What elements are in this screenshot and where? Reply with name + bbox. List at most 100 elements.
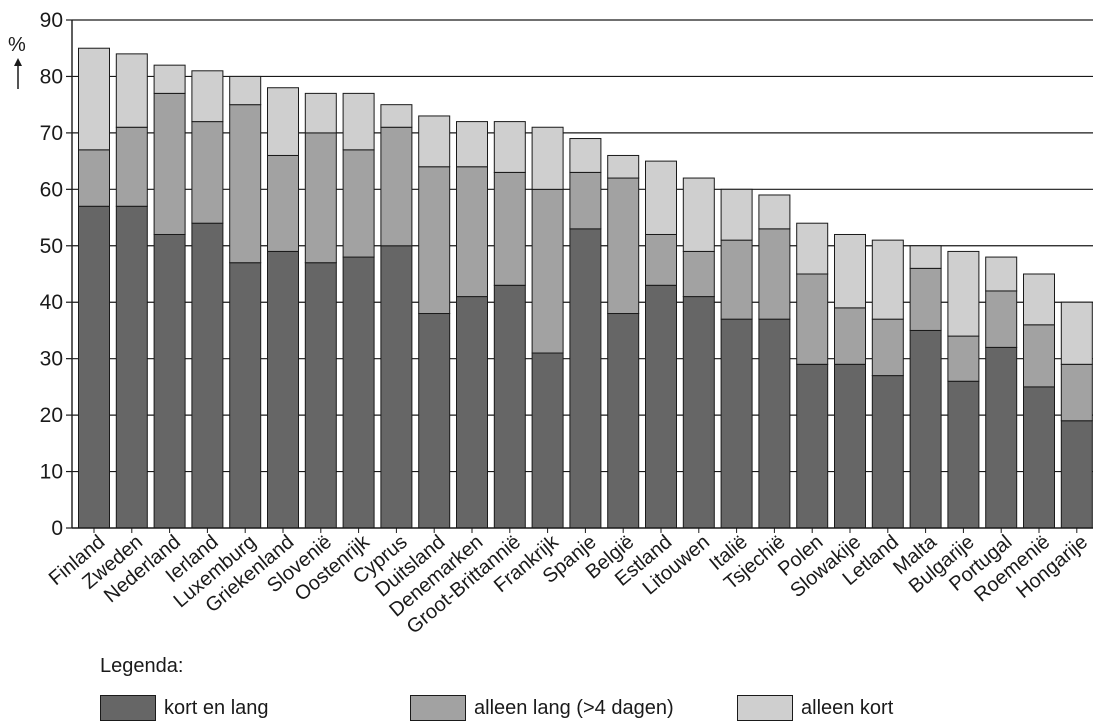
bar-segment [493,121,526,173]
bar-segment [607,177,640,315]
bar-group [418,115,451,529]
bar-segment [380,245,413,529]
bar-group [985,256,1018,529]
y-tick-label: 0 [51,517,63,540]
y-tick-label: 40 [40,291,63,314]
y-tick-label: 60 [40,178,63,201]
bar-group [682,177,715,529]
bar-segment [229,75,262,106]
bar-segment [304,92,337,134]
bar-segment [909,329,942,529]
bar-segment [191,70,224,123]
bar-segment [682,177,715,252]
legend-item-alleen-kort: alleen kort [737,694,893,722]
bar-group [569,138,602,529]
axis-layer [66,19,1093,533]
bar-segment [115,205,148,529]
bar-group [304,92,337,529]
legend-swatch-alleen-lang [410,695,466,721]
bar-segment [191,222,224,529]
bar-segment [342,256,375,529]
bar-segment [871,239,904,320]
bar-group [607,154,640,529]
bar-segment [947,380,980,529]
legend-swatch-kort-en-lang [100,695,156,721]
bar-segment [871,375,904,529]
bar-segment [1023,273,1055,326]
bar-segment [720,239,753,320]
bar-segment [834,363,866,529]
bar-group [531,126,564,529]
bar-segment [304,262,337,529]
bar-segment [456,296,488,529]
bar-segment [569,171,602,230]
bar-segment [796,273,829,365]
bar-group [115,53,148,529]
bar-group [229,75,262,529]
x-category-labels: FinlandZwedenNederlandIerlandLuxemburgGr… [45,530,1092,638]
bar-segment [153,92,186,235]
bar-segment [682,296,715,529]
bar-segment [758,194,791,230]
y-tick-label: 10 [40,461,63,484]
bar-segment [909,267,942,331]
bars-layer [78,47,1093,529]
bar-segment [115,53,148,128]
bar-segment [456,166,488,298]
bar-segment [153,233,186,529]
bar-segment [229,104,262,264]
bar-group [834,233,866,529]
legend-title: Legenda: [100,655,184,677]
bar-segment [645,284,677,529]
bar-segment [682,250,715,298]
bar-segment [985,290,1018,348]
bar-segment [758,318,791,529]
bar-segment [380,104,413,128]
y-tick-label: 90 [40,9,63,32]
y-axis-label: % [8,34,34,96]
y-tick-label: 50 [40,235,63,258]
legend-label-kort-en-lang: kort en lang [164,697,269,719]
bar-segment [1060,301,1093,365]
bar-segment [1060,363,1093,422]
y-tick-label: 70 [40,122,63,145]
bar-segment [531,126,564,190]
bar-segment [947,250,980,337]
bar-segment [645,160,677,235]
bar-group [153,64,186,529]
bar-group [720,188,753,529]
bar-group [909,245,942,529]
bar-segment [796,363,829,529]
y-tick-labels: 0 10 20 30 40 50 60 70 80 90 [40,9,63,540]
bar-segment [1060,420,1093,529]
legend-item-kort-en-lang: kort en lang [100,694,269,722]
legend-swatch-alleen-kort [737,695,793,721]
y-tick-label: 30 [40,348,63,371]
bar-group [1060,301,1093,529]
bar-group [191,70,224,529]
bar-segment [493,284,526,529]
bar-segment [493,171,526,286]
bar-segment [985,256,1018,292]
bar-segment [985,346,1018,529]
bar-segment [78,205,110,529]
stacked-bar-chart: 0 10 20 30 40 50 60 70 80 90 FinlandZwedenNederla… [40,9,1093,639]
bar-segment [720,188,753,241]
bar-group [342,92,375,529]
bar-segment [871,318,904,377]
bar-group [947,250,980,529]
y-tick-label: 20 [40,404,63,427]
legend-label-alleen-kort: alleen kort [801,697,894,719]
bar-segment [720,318,753,529]
bar-segment [267,87,299,156]
legend-label-alleen-lang: alleen lang (>4 dagen) [474,697,674,719]
bar-segment [304,132,337,264]
bar-segment [380,126,413,247]
bar-segment [758,228,791,320]
bar-segment [569,228,602,529]
bar-group [493,121,526,529]
bar-segment [569,138,602,173]
bar-group [267,87,299,529]
bar-segment [115,126,148,207]
